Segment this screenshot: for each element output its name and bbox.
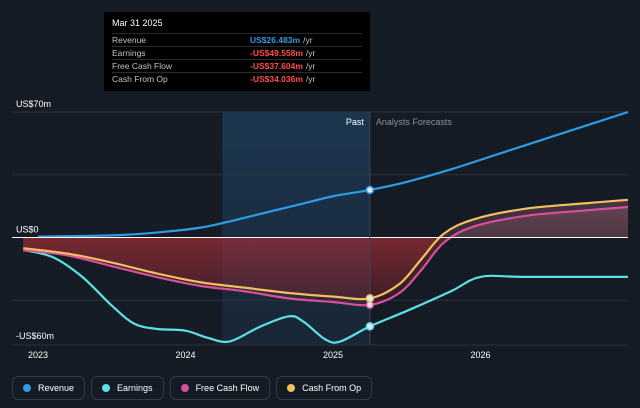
legend-label: Cash From Op [302, 383, 362, 393]
tooltip-row: Revenue US$26.483m/yr [112, 33, 362, 46]
series-marker [365, 185, 375, 195]
legend-label: Earnings [117, 383, 153, 393]
series-marker [365, 322, 375, 331]
tooltip-row-value: US$26.483m [250, 35, 301, 45]
legend-label: Free Cash Flow [195, 383, 260, 393]
legend-item-free-cash-flow[interactable]: Free Cash Flow [169, 376, 271, 400]
past-label: Past [346, 117, 365, 127]
tooltip-row-unit: /yr [305, 61, 316, 71]
tooltip-row-unit: /yr [303, 35, 313, 45]
series-line-earnings [22, 248, 628, 344]
y-tick-label: -US$60m [16, 331, 54, 341]
tooltip: Mar 31 2025 Revenue US$26.483m/yr Earnings… [104, 12, 370, 91]
tooltip-row: Free Cash Flow -US$37.604m/yr [112, 59, 362, 72]
legend-item-cash-from-op[interactable]: Cash From Op [276, 376, 373, 400]
series-marker [365, 294, 375, 303]
past-shade [222, 112, 370, 345]
tooltip-row-value: -US$49.558m [250, 48, 303, 58]
tooltip-row-value: -US$37.604m [250, 61, 303, 71]
area-fill-negative [23, 237, 628, 300]
tooltip-row-unit: /yr [305, 74, 316, 84]
x-tick-label: 2026 [470, 350, 490, 360]
tooltip-row: Cash From Op -US$34.036m/yr [112, 72, 362, 85]
tooltip-row-unit: /yr [305, 48, 316, 58]
legend-dot-icon [23, 384, 31, 392]
tooltip-row-value: -US$34.036m [250, 74, 303, 84]
x-tick-label: 2023 [28, 350, 48, 360]
tooltip-row-label: Earnings [112, 48, 146, 58]
x-tick-label: 2024 [175, 350, 195, 360]
series-line-free-cash-flow [23, 205, 629, 307]
legend-label: Revenue [38, 383, 75, 393]
x-tick-label: 2025 [323, 350, 343, 360]
legend-dot-icon [180, 384, 189, 392]
legend-dot-icon [287, 384, 296, 392]
area-fill-positive [439, 199, 628, 238]
legend-dot-icon [102, 384, 111, 392]
tooltip-row-label: Revenue [112, 35, 147, 45]
tooltip-date: Mar 31 2025 [112, 18, 163, 28]
legend-item-revenue[interactable]: Revenue [12, 376, 86, 400]
series-line-revenue [37, 110, 629, 238]
tooltip-row: Earnings -US$49.558m/yr [112, 46, 362, 59]
tooltip-row-label: Free Cash Flow [112, 61, 172, 71]
legend: Revenue Earnings Free Cash Flow Cash From O… [12, 376, 373, 400]
series-line-cash-from-op [23, 198, 629, 301]
y-tick-label: US$0 [16, 224, 39, 234]
tooltip-row-label: Cash From Op [112, 74, 168, 84]
forecast-label: Analysts Forecasts [376, 117, 453, 127]
y-tick-label: US$70m [16, 99, 51, 109]
legend-item-earnings[interactable]: Earnings [91, 376, 164, 400]
